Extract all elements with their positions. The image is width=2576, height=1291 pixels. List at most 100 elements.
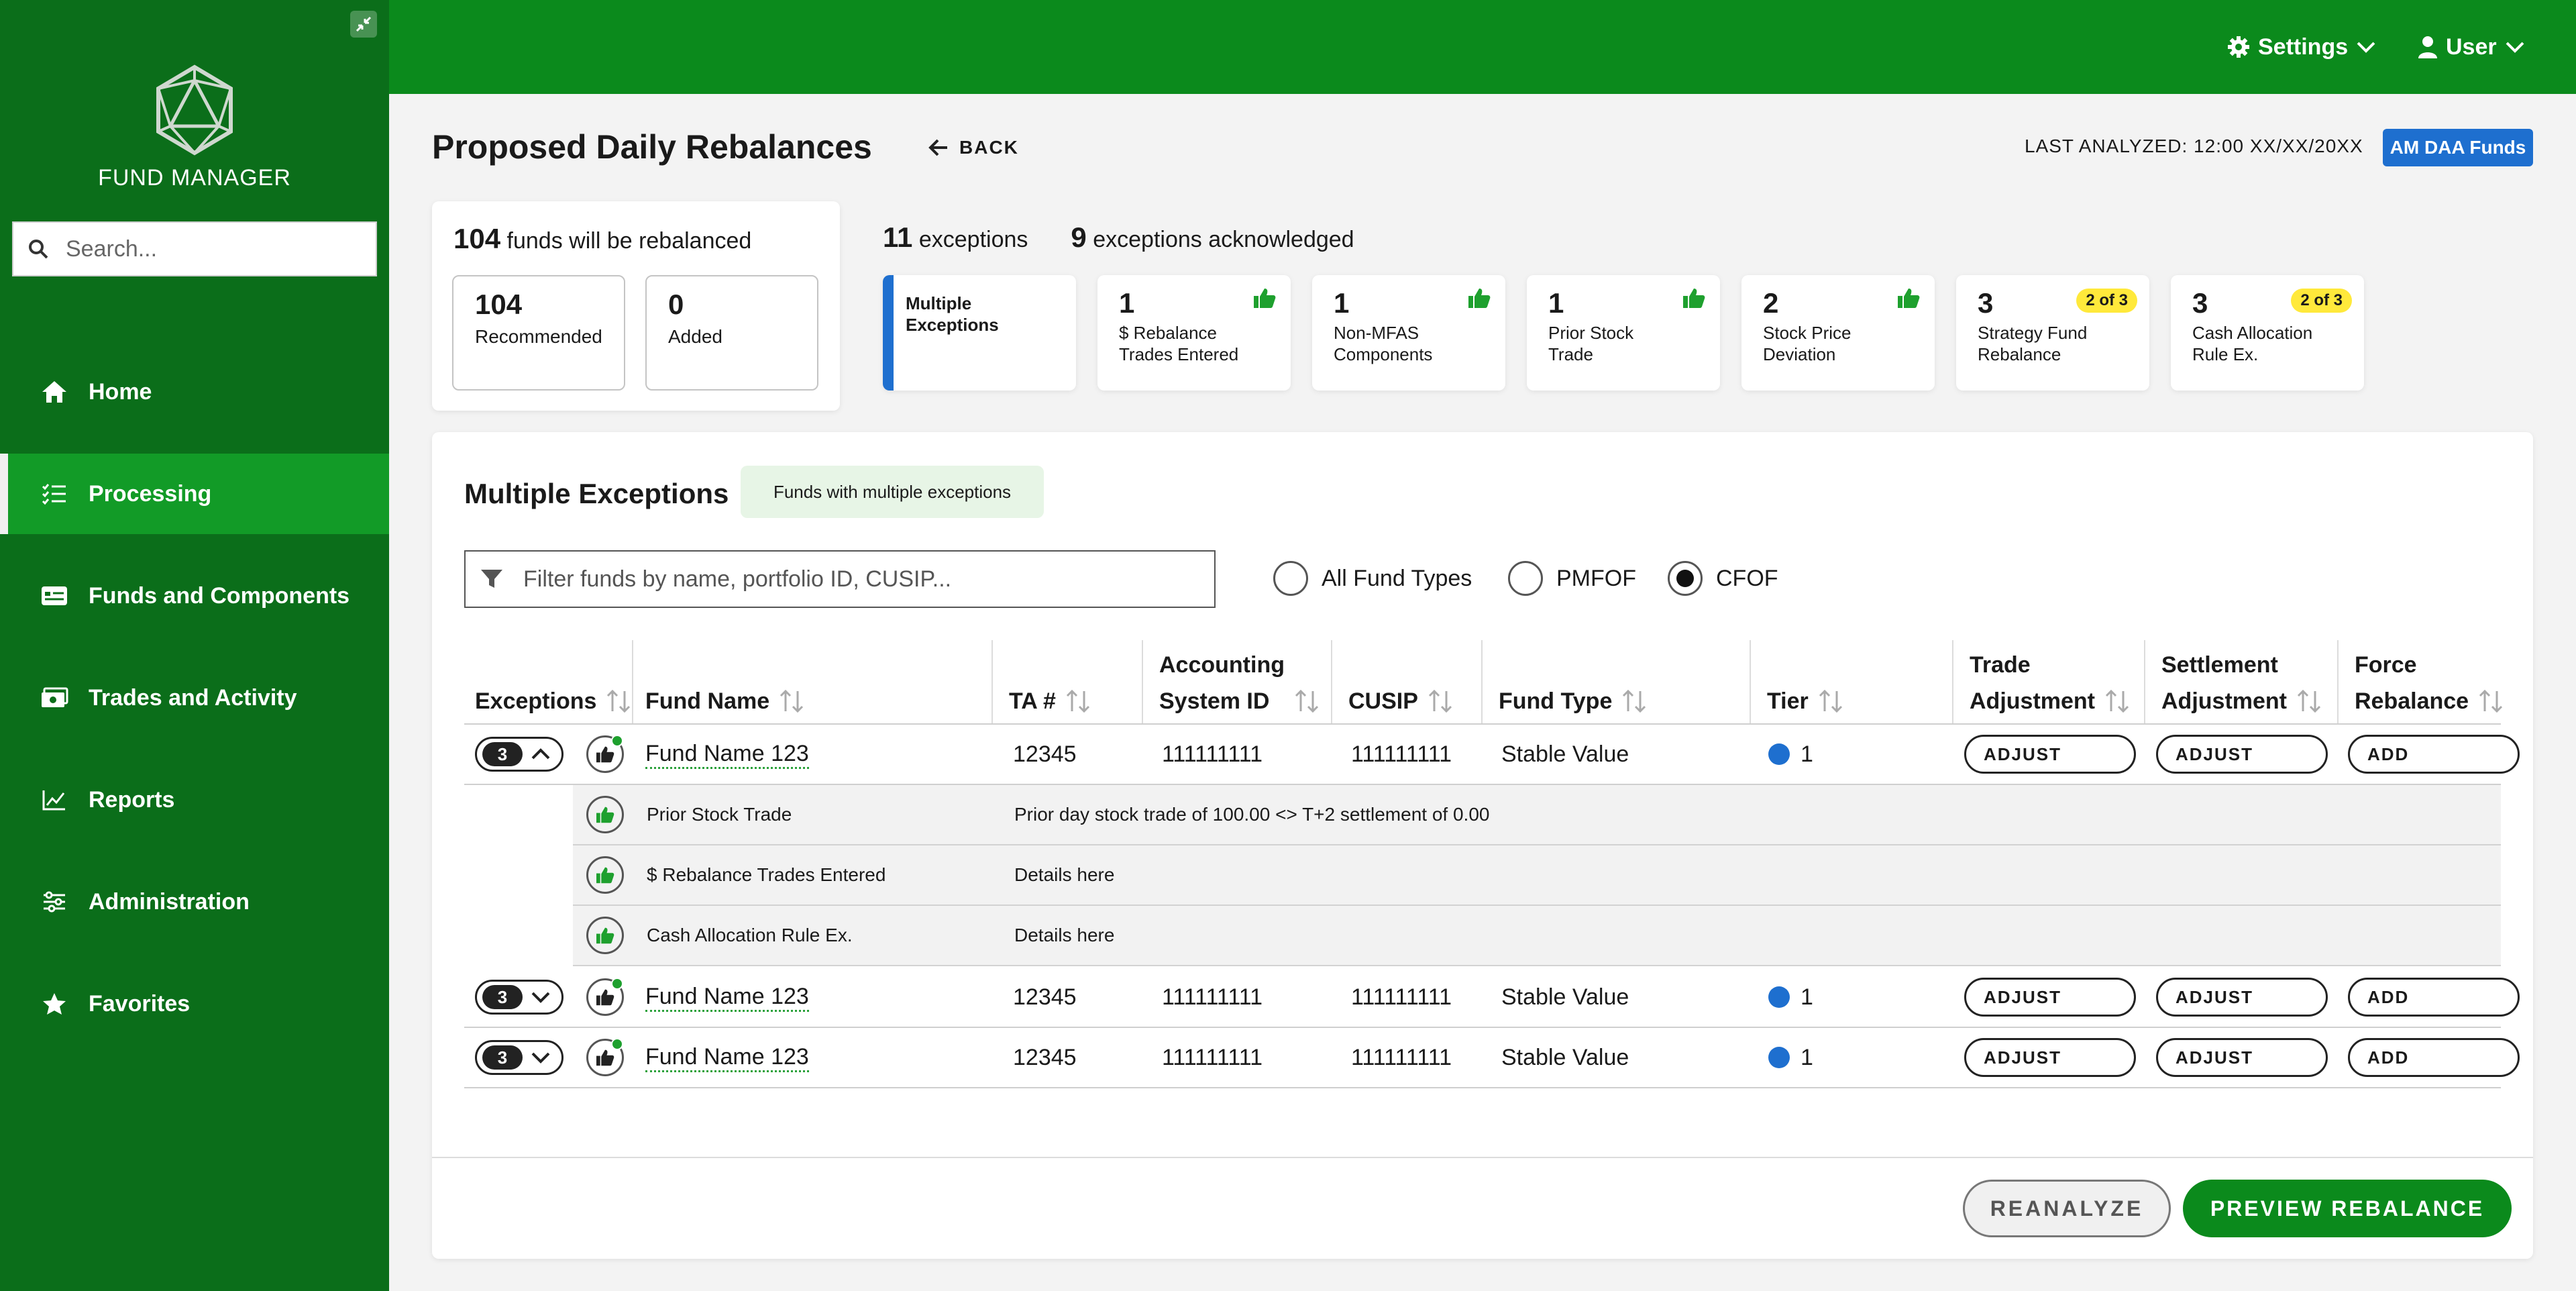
settings-label: Settings	[2258, 34, 2349, 60]
exception-card-rebalance-trades[interactable]: 1 $ Rebalance Trades Entered	[1097, 275, 1291, 391]
col-header-cusip[interactable]: CUSIP	[1348, 640, 1453, 723]
user-menu[interactable]: User	[2410, 30, 2533, 64]
thumbs-up-icon	[596, 867, 614, 884]
sidebar-item-reports[interactable]: Reports	[0, 760, 389, 840]
sidebar-item-administration[interactable]: Administration	[0, 862, 389, 942]
tier-dot	[1768, 986, 1790, 1008]
search-input[interactable]	[66, 236, 361, 262]
exception-card-count: 1	[1334, 287, 1350, 319]
fund-filter[interactable]	[464, 550, 1216, 608]
summary-count: 104	[453, 223, 501, 254]
exception-detail: Details here	[1014, 925, 1115, 945]
exception-subrow: Prior Stock Trade Prior day stock trade …	[573, 785, 2501, 845]
added-label: Added	[668, 326, 722, 347]
acknowledge-button[interactable]	[586, 735, 624, 773]
fund-group-badge[interactable]: AM DAA Funds	[2383, 129, 2533, 166]
col-header-label: Tier	[1767, 688, 1809, 714]
sidebar-item-funds[interactable]: Funds and Components	[0, 556, 389, 636]
col-header-trade-adjustment[interactable]: Trade Adjustment	[1970, 640, 2130, 723]
trade-adjust-button[interactable]: ADJUST	[1964, 1038, 2136, 1077]
sort-icon	[1819, 690, 1842, 713]
tier-value: 1	[1801, 741, 1813, 767]
expand-toggle[interactable]: 3	[475, 1040, 564, 1075]
trade-adjust-button[interactable]: ADJUST	[1964, 978, 2136, 1017]
exception-card-label: Cash Allocation	[2192, 323, 2313, 343]
sort-icon	[2105, 690, 2129, 713]
reanalyze-button[interactable]: REANALYZE	[1963, 1180, 2171, 1237]
exception-card-count: 3	[1978, 287, 1994, 319]
collapse-sidebar-button[interactable]	[350, 11, 377, 38]
exception-card-count: 1	[1548, 287, 1564, 319]
force-add-button[interactable]: ADD	[2348, 1038, 2520, 1077]
exception-name: Cash Allocation Rule Ex.	[647, 925, 853, 945]
sidebar-item-favorites[interactable]: Favorites	[0, 964, 389, 1044]
exception-card-stock-price[interactable]: 2 Stock Price Deviation	[1741, 275, 1935, 391]
settlement-adjust-button[interactable]: ADJUST	[2156, 735, 2328, 774]
col-header-force-rebalance[interactable]: Force Rebalance	[2355, 640, 2504, 723]
force-add-button[interactable]: ADD	[2348, 735, 2520, 774]
radio-all-fund-types[interactable]: All Fund Types	[1273, 560, 1472, 597]
col-header-exceptions[interactable]: Exceptions	[475, 640, 631, 723]
sidebar-item-label: Processing	[89, 480, 212, 507]
exception-card-cash-allocation[interactable]: 3 Cash Allocation Rule Ex. 2 of 3	[2171, 275, 2364, 391]
fund-name-link[interactable]: Fund Name 123	[645, 1043, 809, 1072]
acknowledge-button[interactable]	[586, 978, 624, 1016]
radio-button[interactable]	[1508, 561, 1543, 596]
back-button[interactable]: BACK	[928, 134, 1019, 161]
exception-card-prior-stock[interactable]: 1 Prior Stock Trade	[1527, 275, 1720, 391]
col-header-settlement-adjustment[interactable]: Settlement Adjustment	[2161, 640, 2322, 723]
radio-button[interactable]	[1668, 561, 1703, 596]
thumbs-up-icon	[596, 746, 614, 763]
thumbs-up-icon	[596, 989, 614, 1006]
thumbs-up-icon	[596, 807, 614, 823]
money-icon	[42, 687, 68, 707]
chevron-down-icon	[531, 1052, 550, 1064]
sort-icon	[607, 690, 631, 713]
col-header-tier[interactable]: Tier	[1767, 640, 1843, 723]
radio-pmfof[interactable]: PMFOF	[1508, 560, 1636, 597]
expand-toggle[interactable]: 3	[475, 737, 564, 772]
settlement-adjust-button[interactable]: ADJUST	[2156, 1038, 2328, 1077]
exception-detail: Details here	[1014, 864, 1115, 885]
acknowledge-button[interactable]	[586, 1038, 624, 1076]
panel-title: Multiple Exceptions	[464, 478, 729, 509]
radio-cfof[interactable]: CFOF	[1668, 560, 1778, 597]
progress-pill: 2 of 3	[2291, 289, 2352, 313]
table-row: 3 Fund Name 123 12345 111111111 11111111…	[464, 725, 2520, 785]
trade-adjust-button[interactable]: ADJUST	[1964, 735, 2136, 774]
filter-input[interactable]	[523, 566, 1194, 592]
exception-card-non-mfas[interactable]: 1 Non-MFAS Components	[1312, 275, 1505, 391]
exception-card-label: $ Rebalance	[1119, 323, 1217, 343]
radio-label: CFOF	[1716, 565, 1778, 591]
fund-name-link[interactable]: Fund Name 123	[645, 983, 809, 1012]
thumbs-up-icon	[1898, 289, 1920, 308]
preview-rebalance-button[interactable]: PREVIEW REBALANCE	[2183, 1180, 2512, 1237]
exception-detail: Prior day stock trade of 100.00 <> T+2 s…	[1014, 804, 1490, 825]
sidebar-item-processing[interactable]: Processing	[0, 454, 389, 534]
recommended-card[interactable]: 104 Recommended	[452, 275, 625, 391]
sidebar-search[interactable]	[12, 221, 377, 276]
acknowledge-button[interactable]	[586, 796, 624, 833]
col-header-fund-name[interactable]: Fund Name	[645, 640, 804, 723]
acknowledge-button[interactable]	[586, 856, 624, 894]
added-card[interactable]: 0 Added	[645, 275, 818, 391]
settings-menu[interactable]: Settings	[2219, 30, 2384, 64]
progress-pill: 2 of 3	[2076, 289, 2137, 313]
col-header-fund-type[interactable]: Fund Type	[1499, 640, 1647, 723]
sidebar-item-home[interactable]: Home	[0, 352, 389, 432]
exception-card-multiple[interactable]: Multiple Exceptions	[883, 275, 1076, 391]
radio-button[interactable]	[1273, 561, 1308, 596]
exception-card-strategy-fund[interactable]: 3 Strategy Fund Rebalance 2 of 3	[1956, 275, 2149, 391]
sidebar-item-label: Favorites	[89, 990, 191, 1017]
force-add-button[interactable]: ADD	[2348, 978, 2520, 1017]
acknowledge-button[interactable]	[586, 917, 624, 954]
col-header-ta[interactable]: TA #	[1009, 640, 1091, 723]
exception-subrow: $ Rebalance Trades Entered Details here	[573, 845, 2501, 906]
back-label: BACK	[959, 137, 1019, 158]
sidebar-item-trades[interactable]: Trades and Activity	[0, 658, 389, 738]
expand-toggle[interactable]: 3	[475, 980, 564, 1015]
chevron-up-icon	[531, 748, 550, 760]
col-header-accounting-id[interactable]: Accounting System ID	[1159, 640, 1320, 723]
fund-name-link[interactable]: Fund Name 123	[645, 740, 809, 769]
settlement-adjust-button[interactable]: ADJUST	[2156, 978, 2328, 1017]
